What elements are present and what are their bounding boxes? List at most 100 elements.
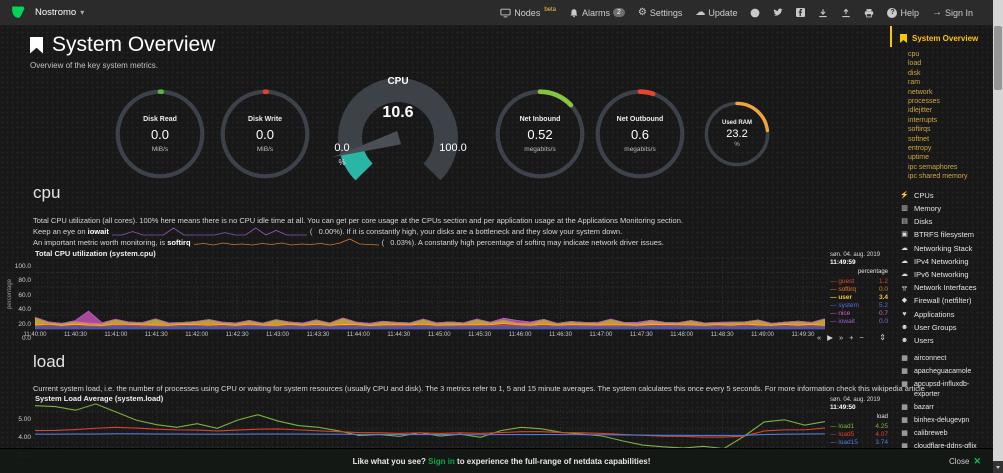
disk-read-gauge[interactable]: Disk Read 0.0 MiB/s: [113, 87, 207, 181]
cpu-chart-canvas[interactable]: [35, 258, 825, 330]
sidebar-submenu: cpu load disk ram network processes idlejitter…: [890, 47, 991, 182]
legend-item-value: 3.74: [875, 439, 888, 446]
chart-toolbox-button[interactable]: »: [838, 333, 844, 342]
gauge-unit: megabits/s: [524, 145, 556, 153]
sidebar-item[interactable]: ☁ Networking Stack: [900, 242, 991, 255]
legend-item[interactable]: load5 4.07: [830, 431, 888, 439]
alarms-button[interactable]: Alarms 2: [569, 8, 625, 18]
legend-item[interactable]: guest 1.2: [830, 278, 888, 286]
nodes-button[interactable]: Nodes beta: [500, 7, 556, 18]
update-button[interactable]: ☁ Update: [695, 7, 737, 18]
sidebar-app-item[interactable]: ▦ apcupsd-influxdb-exporter: [900, 378, 991, 401]
legend-item[interactable]: user 3.4: [830, 294, 888, 302]
sidebar-item[interactable]: ╦ Network Interfaces: [900, 281, 991, 294]
sidebar-subitem[interactable]: network: [908, 88, 933, 96]
page-scrollbar[interactable]: [993, 0, 1003, 473]
chart-toolbox-button[interactable]: ▶: [827, 333, 833, 342]
sidebar-item-label: IPv4 Networking: [914, 256, 969, 266]
sidebar-subitem[interactable]: ipc semaphores: [908, 163, 958, 171]
scrollbar-thumb[interactable]: [994, 26, 1002, 90]
sidebar-app-label: calibreweb: [914, 429, 948, 437]
sidebar-app-item[interactable]: ▦ bazarr: [900, 401, 991, 414]
cpu-gauge[interactable]: CPU 10.6 0.0 100.0 %: [318, 76, 478, 186]
sidebar-subitem[interactable]: ram: [908, 79, 921, 87]
sidebar-item[interactable]: ▤ Disks: [900, 215, 991, 228]
sidebar-item[interactable]: ☻ Users: [900, 334, 991, 347]
sign-in-link[interactable]: Sign in: [428, 456, 455, 466]
sidebar-subitem[interactable]: disk: [908, 69, 921, 77]
sidebar-subitem[interactable]: idlejitter: [908, 107, 933, 115]
sidebar-item[interactable]: ◆ Firewall (netfilter): [900, 294, 991, 307]
load-chart-canvas[interactable]: [35, 403, 825, 449]
question-icon: ?: [887, 7, 898, 18]
sidebar-item[interactable]: ♥ Applications: [900, 308, 991, 321]
chart-resize-handle[interactable]: ⇕: [879, 333, 886, 342]
sidebar-app-item[interactable]: ▦ cloudflare-ddns-gflix: [900, 440, 991, 448]
sidebar-subitem[interactable]: interrupts: [908, 116, 938, 124]
github-button[interactable]: [750, 8, 760, 18]
chart-toolbox-button[interactable]: −: [859, 333, 864, 342]
bell-icon: [570, 8, 578, 17]
legend-item[interactable]: load15 3.74: [830, 439, 888, 447]
legend-item[interactable]: load1 4.25: [830, 423, 888, 431]
legend-item[interactable]: softirq 0.0: [830, 286, 888, 294]
scrollbar-down-button[interactable]: [993, 461, 1003, 473]
sidebar-item[interactable]: ☁ IPv4 Networking: [900, 255, 991, 268]
disk-write-gauge[interactable]: Disk Write 0.0 MiB/s: [218, 87, 312, 181]
sidebar-subitem[interactable]: softnet: [908, 135, 930, 143]
caret-down-icon[interactable]: ▾: [80, 8, 85, 17]
chart-toolbox-button[interactable]: «: [817, 333, 822, 342]
used-ram-gauge[interactable]: Used RAM 23.2%: [703, 100, 771, 168]
legend-item-value: 4.07: [875, 431, 888, 438]
sidebar-subitem[interactable]: uptime: [908, 154, 930, 162]
netdata-logo[interactable]: [10, 4, 27, 21]
sidebar-item[interactable]: ⚡ CPUs: [900, 189, 991, 202]
close-label: Close: [949, 456, 970, 466]
import-button[interactable]: [818, 8, 828, 18]
sidebar-item[interactable]: ▥ Memory: [900, 202, 991, 215]
sidebar-subitem[interactable]: entropy: [908, 145, 932, 153]
sidebar-app-item[interactable]: ▦ apacheguacamole: [900, 365, 991, 378]
legend-item[interactable]: system 5.2: [830, 302, 888, 310]
sidebar-subitem[interactable]: ipc shared memory: [908, 173, 968, 181]
sidebar-subitem[interactable]: cpu: [908, 51, 920, 58]
close-button[interactable]: Close ✕: [949, 456, 981, 467]
facebook-button[interactable]: [796, 8, 806, 17]
monitor-icon: [500, 8, 511, 17]
signin-button[interactable]: → Sign In: [932, 7, 973, 18]
twitter-button[interactable]: [773, 8, 784, 17]
sidebar-subitem[interactable]: softirqs: [908, 126, 931, 134]
sidebar-subitem[interactable]: processes: [908, 98, 940, 106]
net-outbound-gauge[interactable]: Net Outbound 0.6 megabits/s: [593, 87, 687, 181]
sidebar-app-item[interactable]: ▦ calibreweb: [900, 427, 991, 440]
sidebar-item-system-overview[interactable]: System Overview: [890, 26, 991, 47]
gauge-unit: %: [734, 142, 740, 148]
legend-item[interactable]: nice 0.7: [830, 310, 888, 318]
sidebar-app-item[interactable]: ▦ binhex-delugevpn: [900, 414, 991, 427]
sidebar-app-item[interactable]: ▦ airconnect: [900, 352, 991, 365]
help-button[interactable]: ? Help: [887, 7, 919, 18]
iowait-sparkline[interactable]: [111, 227, 307, 236]
sidebar-item[interactable]: ▣ BTRFS filesystem: [900, 228, 991, 241]
sidebar-item-icon: ☁: [901, 244, 908, 252]
cubes-icon: ▦: [901, 429, 908, 437]
print-button[interactable]: [864, 8, 874, 18]
legend-item-value: 3.4: [878, 294, 888, 301]
legend-item-name: load1: [830, 423, 854, 431]
sidebar-item-label: Applications: [914, 309, 955, 319]
legend-item[interactable]: iowait 0.0: [830, 318, 888, 326]
iowait-term: iowait: [87, 227, 109, 236]
export-button[interactable]: [841, 8, 851, 18]
legend-item-value: 0.7: [878, 310, 888, 317]
sidebar-subitem[interactable]: load: [908, 60, 922, 68]
settings-button[interactable]: ⚙ Settings: [638, 7, 683, 18]
sidebar-item-icon: ▤: [901, 218, 908, 226]
sidebar-item[interactable]: ☻ User Groups: [900, 321, 991, 334]
net-inbound-gauge[interactable]: Net Inbound 0.52 megabits/s: [493, 87, 587, 181]
sidebar-item[interactable]: ☁ IPv6 Networking: [900, 268, 991, 281]
node-name-menu[interactable]: Nostromo: [35, 7, 77, 18]
softirq-sparkline[interactable]: [193, 238, 379, 247]
gauge-unit: MiB/s: [256, 145, 274, 153]
alarms-count-badge: 2: [613, 8, 625, 17]
chart-toolbox-button[interactable]: +: [849, 333, 854, 342]
